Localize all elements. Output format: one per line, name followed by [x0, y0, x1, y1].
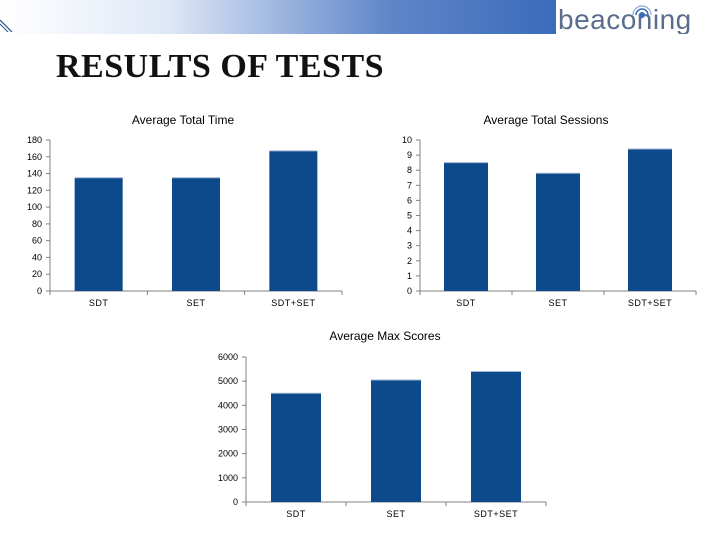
- bar-sdt-plus-set: [471, 371, 521, 502]
- bar-sdt: [271, 393, 321, 502]
- beaconing-logo: beaconing: [558, 2, 720, 34]
- x-tick-label: SET: [386, 509, 405, 519]
- bar-set: [536, 173, 580, 291]
- y-tick-label: 3000: [218, 425, 238, 435]
- y-tick-label: 80: [32, 219, 42, 229]
- bar-sdt-plus-set: [628, 149, 672, 291]
- y-tick-label: 60: [32, 236, 42, 246]
- x-tick-label: SDT+SET: [271, 298, 315, 308]
- chart-title: Average Total Sessions: [484, 113, 609, 127]
- y-tick-label: 180: [27, 135, 42, 145]
- page-title: RESULTS OF TESTS: [56, 48, 385, 85]
- y-tick-label: 5: [407, 211, 412, 221]
- y-tick-label: 2000: [218, 449, 238, 459]
- chart-average-total-sessions: Average Total Sessions 0 1 2 3 4 5 6 7 8 9 10 SDT SET…: [378, 108, 700, 313]
- x-tick-label: SDT: [456, 298, 476, 308]
- y-tick-label: 6: [407, 195, 412, 205]
- bar-set: [371, 379, 421, 502]
- y-tick-label: 8: [407, 165, 412, 175]
- chart-svg: Average Max Scores 0 1000 2000 3000 4000 5000 6…: [218, 329, 547, 519]
- y-tick-label: 100: [27, 202, 42, 212]
- chart-title: Average Total Time: [132, 113, 235, 127]
- corner-decoration: [0, 19, 13, 32]
- y-tick-label: 1: [407, 271, 412, 281]
- y-tick-label: 160: [27, 152, 42, 162]
- bar-sdt-plus-set: [269, 150, 318, 291]
- y-tick-label: 4: [407, 226, 412, 236]
- y-tick-label: 0: [407, 286, 412, 296]
- y-tick-label: 0: [37, 286, 42, 296]
- chart-svg: Average Total Time 0 20 40 60 80 100 120 140 160 1…: [27, 113, 343, 308]
- x-tick-label: SDT+SET: [474, 509, 518, 519]
- beacon-signal-icon: [632, 5, 652, 18]
- y-tick-label: 9: [407, 150, 412, 160]
- y-tick-label: 40: [32, 252, 42, 262]
- y-tick-label: 120: [27, 185, 42, 195]
- logo-text: beaconing: [558, 4, 692, 34]
- x-tick-label: SDT+SET: [628, 298, 672, 308]
- y-tick-label: 6000: [218, 352, 238, 362]
- y-tick-label: 4000: [218, 400, 238, 410]
- bar-set: [172, 177, 220, 291]
- chart-average-max-scores: Average Max Scores 0 1000 2000 3000 4000 5000 6…: [206, 325, 556, 525]
- x-tick-label: SDT: [286, 509, 306, 519]
- y-tick-label: 5000: [218, 376, 238, 386]
- chart-title: Average Max Scores: [329, 329, 440, 343]
- bar-sdt: [444, 162, 488, 291]
- header-band: [0, 0, 556, 34]
- bar-sdt: [74, 177, 123, 291]
- y-tick-label: 1000: [218, 473, 238, 483]
- chart-average-total-time: Average Total Time 0 20 40 60 80 100 120 140 160 1…: [20, 108, 350, 313]
- y-tick-label: 10: [402, 135, 412, 145]
- x-tick-label: SDT: [89, 298, 109, 308]
- y-tick-label: 20: [32, 269, 42, 279]
- y-tick-label: 2: [407, 256, 412, 266]
- chart-svg: Average Total Sessions 0 1 2 3 4 5 6 7 8 9 10 SDT SET…: [402, 113, 697, 308]
- y-tick-label: 140: [27, 169, 42, 179]
- x-tick-label: SET: [186, 298, 205, 308]
- x-tick-label: SET: [548, 298, 567, 308]
- y-tick-label: 3: [407, 241, 412, 251]
- y-tick-label: 7: [407, 180, 412, 190]
- y-tick-label: 0: [233, 497, 238, 507]
